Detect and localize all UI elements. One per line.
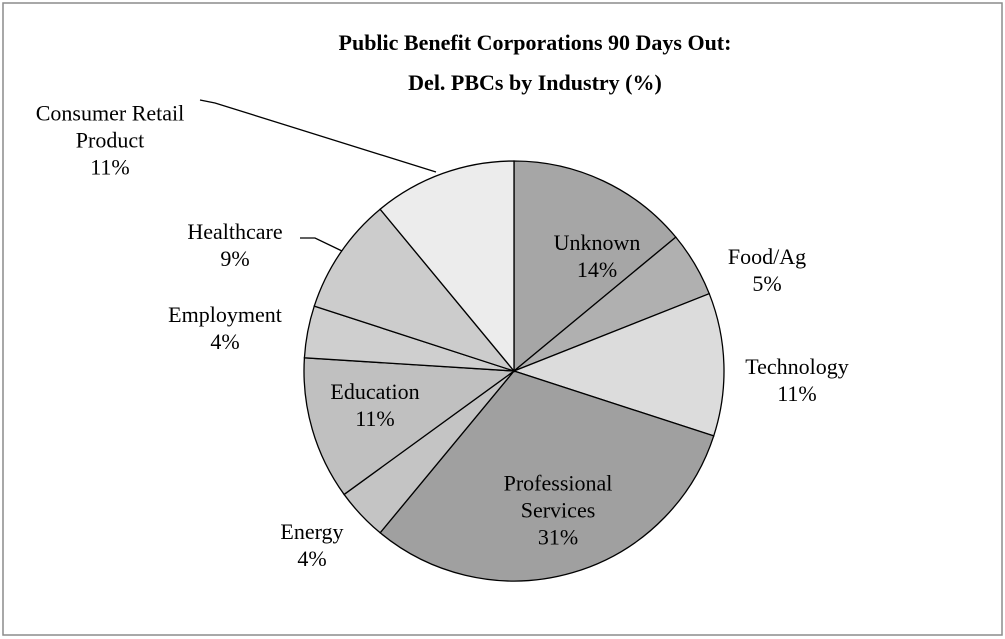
value-label: 5% xyxy=(752,271,782,296)
value-label: 31% xyxy=(537,524,579,550)
value-label: 11% xyxy=(90,154,130,180)
slice-label: Food/Ag 5% xyxy=(712,243,822,297)
pie-slice xyxy=(512,292,725,437)
value-label: 11% xyxy=(777,381,817,406)
slice-label: Employment 4% xyxy=(140,301,310,355)
category-label: Professional Services xyxy=(503,470,613,523)
slice-label: Technology 11% xyxy=(722,353,872,407)
value-label: 4% xyxy=(210,329,240,354)
slice-label: Professional Services 31% xyxy=(473,470,643,551)
category-label: Healthcare xyxy=(187,219,283,244)
value-label: 9% xyxy=(220,246,250,271)
value-label: 14% xyxy=(576,257,618,282)
slice-label: Energy 4% xyxy=(257,518,367,572)
slice-label: Unknown 14% xyxy=(532,229,662,283)
value-label: 4% xyxy=(297,546,327,571)
leader-line xyxy=(300,237,343,252)
category-label: Employment xyxy=(168,302,282,327)
slice-label: Consumer Retail Product 11% xyxy=(15,100,205,181)
category-label: Technology xyxy=(745,354,849,379)
category-label: Education xyxy=(330,379,420,404)
category-label: Unknown xyxy=(553,230,641,255)
pie-slice xyxy=(379,370,715,582)
category-label: Energy xyxy=(280,519,344,544)
pie-slice xyxy=(303,357,516,496)
chart-title: Public Benefit Corporations 90 Days Out: xyxy=(338,30,732,55)
category-label: Food/Ag xyxy=(727,244,807,269)
pie-slice xyxy=(379,160,515,373)
pie-slice xyxy=(313,208,516,373)
leader-line xyxy=(199,99,437,173)
slice-label: Education 11% xyxy=(305,378,445,432)
pie-slice xyxy=(513,160,677,373)
category-label: Consumer Retail Product xyxy=(35,100,185,153)
value-label: 11% xyxy=(355,406,395,431)
chart-title: Del. PBCs by Industry (%) xyxy=(408,70,662,95)
slice-label: Healthcare 9% xyxy=(160,218,310,272)
